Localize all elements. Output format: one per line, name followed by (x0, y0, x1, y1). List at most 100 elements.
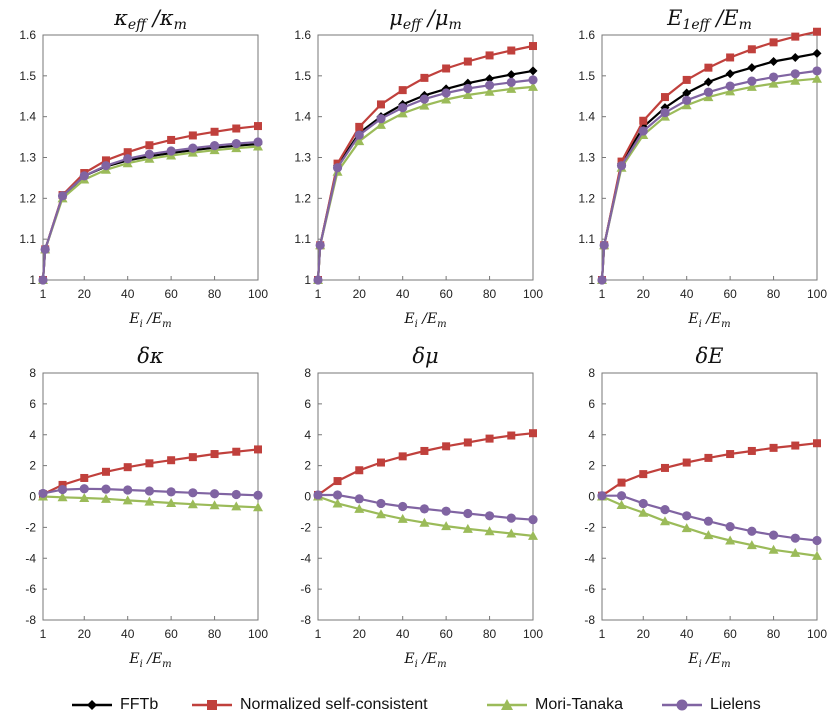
data-point-lielens (376, 114, 386, 124)
x-axis-label: Ei /Em (687, 311, 730, 330)
data-point-lielens (528, 515, 538, 525)
y-tick-label: 1.1 (294, 232, 311, 246)
data-point-lielens (616, 161, 627, 171)
y-tick-label: 1.2 (294, 191, 311, 205)
data-point-lielens (332, 163, 343, 173)
data-point-normalized-self-consistent (232, 124, 241, 133)
series-line-mori-tanaka (316, 85, 534, 281)
y-tick-label: 1.6 (578, 28, 595, 42)
data-point-lielens (313, 490, 323, 500)
data-point-normalized-self-consistent (507, 46, 516, 55)
series-line-mori-tanaka (600, 77, 818, 281)
y-tick-label: 1.5 (294, 69, 311, 83)
data-point-lielens (768, 72, 779, 82)
data-point-normalized-self-consistent (791, 32, 800, 41)
chart-panel-5: -8 -6 -4 -2 0 2 4 6 8 1 20 40 60 80 100 (300, 366, 543, 641)
data-point-normalized-self-consistent (101, 467, 110, 476)
data-point-normalized-self-consistent (398, 452, 407, 461)
legend-label: Mori-Tanaka (535, 696, 624, 713)
x-tick-label: 100 (523, 287, 543, 301)
data-point-lielens (40, 244, 50, 254)
x-tick-label: 20 (637, 287, 651, 301)
data-point-lielens (253, 137, 263, 147)
x-tick-label: 80 (767, 627, 781, 641)
y-tick-label: 1.4 (294, 110, 311, 124)
data-point-lielens (597, 275, 607, 285)
data-point-mori-tanaka (703, 530, 714, 540)
data-point-lielens (484, 511, 495, 521)
data-point-mori-tanaka (812, 73, 822, 83)
x-tick-label: 80 (483, 287, 497, 301)
series-normalized-self-consistent (598, 439, 821, 500)
data-point-normalized-self-consistent (463, 438, 472, 447)
data-point-mori-tanaka (354, 503, 365, 513)
data-point-mori-tanaka (209, 500, 220, 510)
series-line-fftb (41, 142, 259, 281)
y-tick-label: 1.4 (578, 110, 595, 124)
y-tick-label: 1.6 (294, 28, 311, 42)
data-point-mori-tanaka (100, 493, 111, 503)
x-tick-label: 20 (78, 627, 92, 641)
data-point-normalized-self-consistent (167, 135, 176, 144)
legend-diamond-marker-icon (72, 700, 112, 710)
chart-title: δE (696, 344, 724, 368)
data-point-normalized-self-consistent (791, 441, 800, 450)
y-tick-label: 1.6 (19, 28, 36, 42)
data-point-lielens (231, 139, 241, 149)
plot-frame (317, 34, 534, 281)
data-point-lielens (57, 484, 68, 495)
data-point-lielens (231, 489, 241, 500)
data-point-lielens (166, 487, 176, 497)
chart-panel-6: -8 -6 -4 -2 0 2 4 6 8 1 20 40 60 80 100 (584, 366, 827, 641)
data-point-normalized-self-consistent (726, 53, 735, 62)
data-point-lielens (101, 161, 111, 171)
data-point-mori-tanaka (375, 119, 386, 129)
x-tick-label: 60 (439, 287, 453, 301)
x-tick-label: 20 (78, 287, 92, 301)
series-lielens (313, 490, 538, 525)
y-tick-label: 0 (29, 490, 36, 504)
data-point-normalized-self-consistent (485, 51, 494, 60)
data-point-mori-tanaka (768, 544, 779, 554)
data-point-mori-tanaka (419, 517, 430, 527)
data-point-lielens (463, 508, 473, 519)
data-point-normalized-self-consistent (188, 453, 197, 462)
data-point-normalized-self-consistent (80, 473, 89, 482)
data-point-lielens (441, 506, 451, 516)
data-point-normalized-self-consistent (145, 141, 154, 150)
data-point-lielens (790, 69, 800, 79)
data-point-fftb (747, 63, 757, 73)
x-tick-label: 1 (40, 287, 47, 301)
legend-item-mori-tanaka: Mori-Tanaka (485, 692, 623, 718)
chart-title: κeff /κm (113, 6, 187, 33)
series-mori-tanaka (597, 73, 822, 284)
y-tick-label: 1.5 (578, 69, 595, 83)
series-line-normalized-self-consistent (317, 432, 534, 496)
x-tick-label: 100 (523, 627, 543, 641)
y-tick-label: -8 (25, 613, 36, 627)
x-tick-label: 1 (40, 627, 47, 641)
data-point-normalized-self-consistent (123, 463, 132, 472)
chart-title: E1eff /Em (666, 6, 752, 33)
chart-panel-1: 1 1.1 1.2 1.3 1.4 1.5 1.6 1 20 40 60 80 100 (19, 28, 268, 301)
x-axis-label: Ei /Em (403, 311, 446, 330)
series-normalized-self-consistent (314, 429, 537, 499)
data-point-mori-tanaka (790, 75, 801, 85)
plot-frame (601, 34, 818, 281)
legend-item-normalized-self-consistent: Normalized self-consistent (190, 692, 428, 718)
x-tick-label: 40 (396, 627, 410, 641)
data-point-lielens (660, 107, 670, 118)
data-point-normalized-self-consistent (769, 443, 778, 452)
data-point-lielens (506, 513, 516, 523)
data-point-lielens (682, 95, 692, 105)
data-point-lielens (419, 94, 430, 104)
legend-item-lielens: Lielens (660, 692, 761, 718)
data-point-lielens (313, 275, 323, 285)
x-tick-label: 100 (807, 627, 827, 641)
series-line-normalized-self-consistent (601, 442, 818, 497)
plot-frame (601, 372, 818, 621)
data-point-mori-tanaka (354, 136, 365, 146)
x-tick-label: 60 (164, 627, 178, 641)
data-point-mori-tanaka (231, 501, 242, 511)
data-point-mori-tanaka (332, 498, 343, 508)
